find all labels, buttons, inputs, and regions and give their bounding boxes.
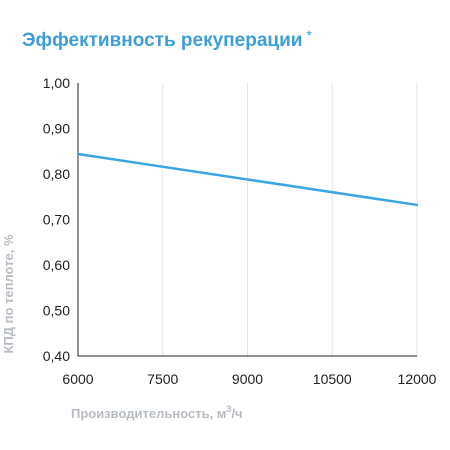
series-line-0 [76,152,419,207]
x-tick-label-3: 10500 [313,371,352,387]
y-tick-label-6: 1,00 [43,75,70,91]
x-tick-label-1: 7500 [147,371,178,387]
x-tick-label-4: 12000 [398,371,437,387]
grid-lines [162,83,418,356]
y-tick-label-0: 0,40 [43,348,70,364]
x-tick-label-2: 9000 [232,371,263,387]
chart-title-text: Эффективность рекуперации [22,30,303,51]
tick-labels: 6000 7500 9000 10500 12000 0,40 0,50 0,60 0,70 0,… [43,75,437,387]
chart-title-mark: * [306,27,312,43]
chart-title: Эффективность рекуперации * [22,27,312,52]
x-axis-label: Производительность, м3/ч [71,404,243,421]
y-tick-label-1: 0,50 [43,303,70,319]
y-tick-label-5: 0,90 [43,121,70,137]
x-axis-label-sup: 3 [226,404,231,414]
axes [77,83,417,357]
y-tick-label-3: 0,70 [43,212,70,228]
y-tick-label-4: 0,80 [43,166,70,182]
x-axis-label-suffix: /ч [231,406,242,421]
x-axis-label-text: Производительность, м [71,406,226,421]
y-axis-label: КПД по теплоте, % [1,234,16,354]
y-tick-label-2: 0,60 [43,257,70,273]
x-tick-label-0: 6000 [62,371,93,387]
series-layer [76,152,419,207]
